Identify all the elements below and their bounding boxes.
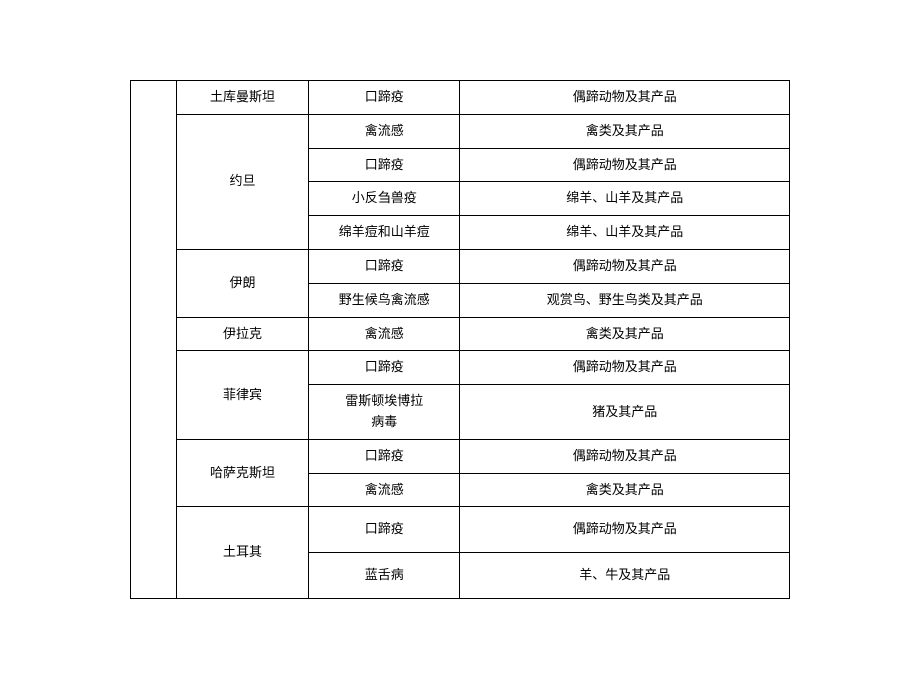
disease-text-line2: 病毒 — [371, 414, 397, 429]
product-cell: 禽类及其产品 — [460, 317, 790, 351]
table-row: 土库曼斯坦 口蹄疫 偶蹄动物及其产品 — [131, 81, 790, 115]
product-cell: 绵羊、山羊及其产品 — [460, 216, 790, 250]
product-cell: 偶蹄动物及其产品 — [460, 507, 790, 553]
disease-cell: 口蹄疫 — [308, 249, 460, 283]
disease-text-line1: 雷斯顿埃博拉 — [345, 393, 423, 408]
table-row: 土耳其 口蹄疫 偶蹄动物及其产品 — [131, 507, 790, 553]
disease-cell: 禽流感 — [308, 114, 460, 148]
disease-cell: 雷斯顿埃博拉病毒 — [308, 385, 460, 440]
table-row: 菲律宾 口蹄疫 偶蹄动物及其产品 — [131, 351, 790, 385]
disease-cell: 小反刍兽疫 — [308, 182, 460, 216]
country-cell: 伊拉克 — [177, 317, 309, 351]
product-cell: 禽类及其产品 — [460, 114, 790, 148]
region-cell — [131, 81, 177, 599]
product-cell: 观赏鸟、野生鸟类及其产品 — [460, 283, 790, 317]
product-cell: 偶蹄动物及其产品 — [460, 249, 790, 283]
disease-cell: 口蹄疫 — [308, 507, 460, 553]
disease-cell: 口蹄疫 — [308, 81, 460, 115]
country-cell: 约旦 — [177, 114, 309, 249]
country-cell: 哈萨克斯坦 — [177, 439, 309, 507]
product-cell: 偶蹄动物及其产品 — [460, 81, 790, 115]
disease-restriction-table: 土库曼斯坦 口蹄疫 偶蹄动物及其产品 约旦 禽流感 禽类及其产品 口蹄疫 偶蹄动… — [130, 80, 790, 599]
disease-cell: 禽流感 — [308, 317, 460, 351]
country-cell: 土耳其 — [177, 507, 309, 599]
disease-cell: 绵羊痘和山羊痘 — [308, 216, 460, 250]
disease-cell: 禽流感 — [308, 473, 460, 507]
country-cell: 土库曼斯坦 — [177, 81, 309, 115]
disease-cell: 口蹄疫 — [308, 148, 460, 182]
table-row: 哈萨克斯坦 口蹄疫 偶蹄动物及其产品 — [131, 439, 790, 473]
table-row: 伊拉克 禽流感 禽类及其产品 — [131, 317, 790, 351]
table-row: 伊朗 口蹄疫 偶蹄动物及其产品 — [131, 249, 790, 283]
product-cell: 猪及其产品 — [460, 385, 790, 440]
product-cell: 偶蹄动物及其产品 — [460, 148, 790, 182]
table-row: 约旦 禽流感 禽类及其产品 — [131, 114, 790, 148]
product-cell: 禽类及其产品 — [460, 473, 790, 507]
disease-cell: 野生候鸟禽流感 — [308, 283, 460, 317]
disease-cell: 口蹄疫 — [308, 351, 460, 385]
disease-cell: 口蹄疫 — [308, 439, 460, 473]
country-cell: 伊朗 — [177, 249, 309, 317]
product-cell: 羊、牛及其产品 — [460, 553, 790, 599]
product-cell: 偶蹄动物及其产品 — [460, 351, 790, 385]
product-cell: 偶蹄动物及其产品 — [460, 439, 790, 473]
product-cell: 绵羊、山羊及其产品 — [460, 182, 790, 216]
country-cell: 菲律宾 — [177, 351, 309, 439]
disease-cell: 蓝舌病 — [308, 553, 460, 599]
